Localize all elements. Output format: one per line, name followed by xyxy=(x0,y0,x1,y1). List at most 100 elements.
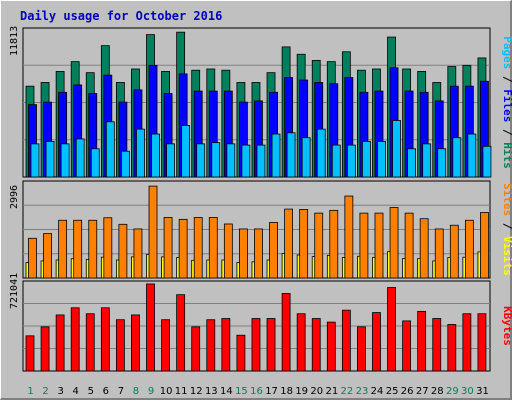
panel-hits-files-pages: 11813 Pages / Files / Hits xyxy=(9,26,512,178)
bar-kbytes-day-16 xyxy=(251,318,261,372)
legend-entry-files: Files xyxy=(501,89,512,122)
day-label-8: 8 xyxy=(133,386,139,397)
bar-pages-day-3 xyxy=(60,143,70,178)
legend-entry-kbytes: KBytes xyxy=(501,306,512,346)
bar-sites-day-27 xyxy=(419,218,429,279)
bar-pages-day-31 xyxy=(482,145,492,178)
bar-kbytes-day-13 xyxy=(206,319,216,372)
bar-sites-day-5 xyxy=(88,219,98,279)
bar-pages-day-1 xyxy=(30,143,40,178)
bar-sites-day-10 xyxy=(163,217,173,279)
legend-entry-visits: Visits xyxy=(501,236,512,276)
bar-kbytes-day-8 xyxy=(131,314,140,372)
legend-visits-sites: Sites / Visits xyxy=(501,183,512,276)
day-label-2: 2 xyxy=(42,386,48,397)
bar-sites-day-29 xyxy=(449,224,459,279)
bar-pages-day-20 xyxy=(316,128,326,178)
bar-kbytes-day-7 xyxy=(115,319,125,372)
chart-title: Daily usage for October 2016 xyxy=(20,9,223,23)
bar-kbytes-day-21 xyxy=(326,321,336,372)
day-label-26: 26 xyxy=(401,386,414,397)
bar-sites-day-4 xyxy=(73,219,83,279)
day-label-21: 21 xyxy=(325,386,338,397)
bar-pages-day-10 xyxy=(166,143,175,178)
day-label-27: 27 xyxy=(416,386,429,397)
bar-pages-day-25 xyxy=(392,120,401,178)
panel-kbytes: 721041 KBytes xyxy=(9,273,512,372)
bar-pages-day-19 xyxy=(301,137,311,178)
legend-separator: / xyxy=(501,69,512,89)
bar-kbytes-day-18 xyxy=(281,293,291,372)
day-label-5: 5 xyxy=(88,386,94,397)
bar-pages-day-30 xyxy=(467,133,477,178)
day-label-1: 1 xyxy=(27,386,33,397)
bar-kbytes-day-17 xyxy=(266,318,276,372)
legend-entry-hits: Hits xyxy=(501,142,512,169)
bar-pages-day-24 xyxy=(377,141,386,178)
legend-hits-files-pages: Pages / Files / Hits xyxy=(501,36,512,169)
bar-sites-day-30 xyxy=(464,219,474,279)
panel-visits-sites: 2996 Sites / Visits xyxy=(9,180,512,279)
bar-pages-day-7 xyxy=(120,150,130,178)
bar-kbytes-day-31 xyxy=(477,313,487,372)
day-label-25: 25 xyxy=(386,386,399,397)
bar-pages-day-11 xyxy=(181,125,191,178)
day-label-23: 23 xyxy=(356,386,369,397)
bar-pages-day-13 xyxy=(211,142,221,178)
day-label-3: 3 xyxy=(57,386,63,397)
day-label-17: 17 xyxy=(265,386,278,397)
bar-sites-day-14 xyxy=(223,223,233,279)
bar-sites-day-2 xyxy=(43,233,52,279)
bar-sites-day-28 xyxy=(434,228,444,279)
bar-pages-day-27 xyxy=(422,143,432,178)
y-max-label: 11813 xyxy=(9,26,20,56)
legend-entry-sites: Sites xyxy=(501,183,512,216)
bar-kbytes-day-2 xyxy=(40,326,50,372)
bar-pages-day-22 xyxy=(346,144,356,178)
bar-sites-day-18 xyxy=(284,208,293,279)
bar-sites-day-21 xyxy=(329,209,339,279)
bar-sites-day-7 xyxy=(118,223,128,279)
day-label-7: 7 xyxy=(118,386,124,397)
day-label-30: 30 xyxy=(461,386,474,397)
bar-sites-day-11 xyxy=(178,218,188,279)
day-label-16: 16 xyxy=(250,386,263,397)
bar-pages-day-9 xyxy=(151,133,160,178)
bar-pages-day-15 xyxy=(241,144,251,178)
bar-sites-day-9 xyxy=(148,185,158,279)
bar-pages-day-12 xyxy=(196,143,206,178)
day-label-11: 11 xyxy=(175,386,188,397)
bar-sites-day-25 xyxy=(389,207,399,279)
bar-kbytes-day-20 xyxy=(311,318,321,372)
bar-kbytes-day-24 xyxy=(372,312,381,372)
bar-pages-day-4 xyxy=(75,138,85,178)
bar-pages-day-16 xyxy=(256,144,266,178)
legend-kbytes: KBytes xyxy=(501,306,512,346)
legend-separator: / xyxy=(501,122,512,142)
day-label-6: 6 xyxy=(103,386,109,397)
bar-kbytes-day-23 xyxy=(357,326,366,372)
day-label-20: 20 xyxy=(310,386,323,397)
bar-kbytes-day-30 xyxy=(462,313,472,372)
day-label-29: 29 xyxy=(446,386,459,397)
bar-kbytes-day-27 xyxy=(417,310,427,372)
bar-sites-day-16 xyxy=(254,228,263,279)
y-max-label: 721041 xyxy=(9,273,20,309)
bar-kbytes-day-28 xyxy=(432,318,442,372)
bar-kbytes-day-11 xyxy=(176,294,186,372)
day-label-9: 9 xyxy=(148,386,154,397)
bar-kbytes-day-4 xyxy=(70,307,80,372)
bar-kbytes-day-25 xyxy=(387,287,396,372)
legend-entry-pages: Pages xyxy=(501,36,512,69)
day-label-28: 28 xyxy=(431,386,444,397)
bar-pages-day-26 xyxy=(407,148,417,178)
bar-kbytes-day-12 xyxy=(191,326,201,372)
day-label-4: 4 xyxy=(73,386,79,397)
bar-sites-day-24 xyxy=(374,212,384,279)
day-label-18: 18 xyxy=(280,386,293,397)
day-label-22: 22 xyxy=(341,386,354,397)
bar-kbytes-day-6 xyxy=(100,307,110,372)
bar-sites-day-31 xyxy=(480,212,489,279)
bar-kbytes-day-14 xyxy=(221,318,231,372)
